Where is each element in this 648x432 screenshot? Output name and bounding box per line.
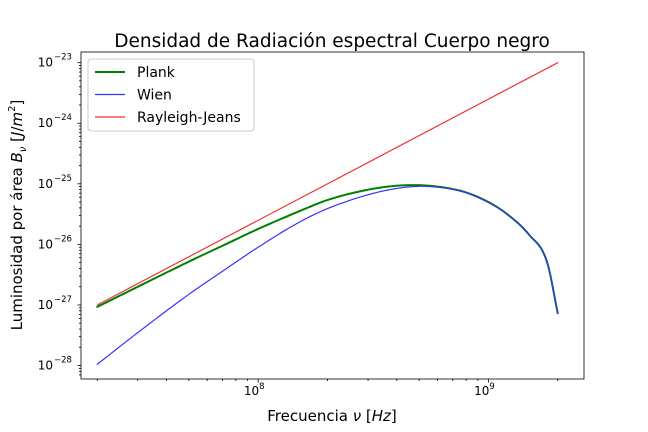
legend-label-2: Wien (137, 88, 172, 104)
y-tick-exponent: −26 (54, 234, 72, 244)
legend-label-1: Plank (137, 65, 176, 81)
chart-title: Densidad de Radiación espectral Cuerpo n… (114, 31, 550, 52)
y-tick-exponent: −25 (54, 174, 72, 184)
x-tick-label: 109 (474, 382, 495, 398)
series-layer (96, 62, 559, 365)
y-tick-exponent: −24 (54, 113, 72, 123)
x-tick-label: 108 (244, 382, 265, 398)
y-tick-label: 10 (38, 56, 53, 70)
y-tick-exponent: −23 (54, 53, 72, 63)
series-line-3 (96, 62, 559, 306)
legend: Plank Wien Rayleigh-Jeans (87, 58, 255, 132)
y-tick-label: 10 (38, 298, 53, 312)
y-tick-exponent: −28 (54, 356, 72, 366)
y-tick-label: 10 (38, 177, 53, 191)
legend-box (87, 58, 255, 132)
y-tick-label: 10 (38, 116, 53, 130)
series-line-1 (96, 184, 559, 315)
legend-label-3: Rayleigh-Jeans (137, 110, 241, 126)
x-axis-ticks: 108 109 (96, 379, 559, 398)
x-axis-label: Frecuencia ν [Hz] (267, 407, 397, 425)
y-axis-label: Luminosidad por área Bν [J/m2] (7, 100, 29, 331)
y-tick-exponent: −27 (54, 295, 72, 305)
series-line-2 (96, 185, 559, 365)
y-tick-label: 10 (38, 237, 53, 251)
y-tick-label: 10 (38, 359, 53, 373)
